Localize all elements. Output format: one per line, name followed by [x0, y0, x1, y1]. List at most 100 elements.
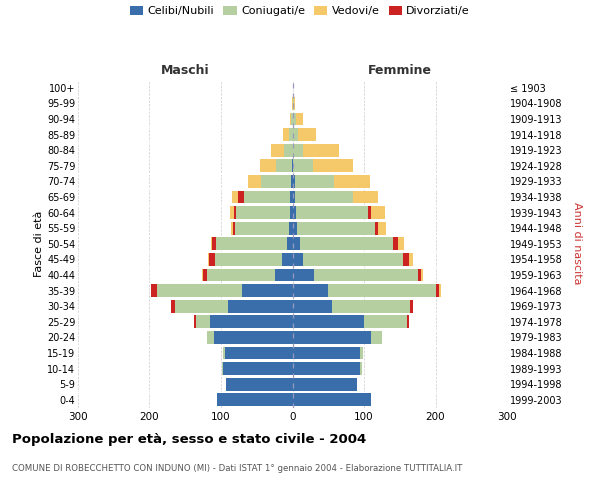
- Bar: [398, 238, 404, 250]
- Bar: [410, 300, 413, 312]
- Bar: [289, 222, 293, 234]
- Bar: [293, 222, 297, 234]
- Y-axis label: Fasce di età: Fasce di età: [34, 210, 44, 277]
- Bar: [334, 175, 370, 188]
- Bar: [203, 268, 206, 281]
- Bar: [368, 206, 371, 219]
- Bar: [361, 346, 362, 360]
- Bar: [291, 175, 293, 188]
- Bar: [238, 190, 244, 203]
- Bar: [296, 112, 303, 126]
- Bar: [242, 284, 293, 297]
- Text: Femmine: Femmine: [368, 64, 432, 77]
- Bar: [276, 160, 292, 172]
- Bar: [290, 112, 291, 126]
- Bar: [293, 128, 298, 141]
- Bar: [295, 175, 334, 188]
- Bar: [296, 206, 368, 219]
- Bar: [293, 316, 364, 328]
- Bar: [314, 268, 418, 281]
- Bar: [223, 362, 293, 375]
- Bar: [211, 238, 212, 250]
- Bar: [217, 394, 293, 406]
- Bar: [364, 316, 407, 328]
- Bar: [233, 222, 235, 234]
- Bar: [212, 238, 216, 250]
- Bar: [293, 160, 313, 172]
- Bar: [295, 190, 353, 203]
- Bar: [377, 222, 386, 234]
- Bar: [403, 253, 409, 266]
- Bar: [235, 222, 289, 234]
- Bar: [293, 378, 357, 390]
- Bar: [290, 190, 293, 203]
- Bar: [206, 331, 214, 344]
- Bar: [392, 238, 398, 250]
- Bar: [303, 253, 403, 266]
- Bar: [260, 160, 276, 172]
- Bar: [418, 268, 421, 281]
- Bar: [210, 316, 293, 328]
- Bar: [297, 222, 376, 234]
- Bar: [292, 160, 293, 172]
- Bar: [231, 222, 233, 234]
- Bar: [283, 128, 289, 141]
- Bar: [171, 300, 175, 312]
- Bar: [208, 253, 209, 266]
- Bar: [292, 97, 293, 110]
- Bar: [294, 97, 295, 110]
- Bar: [332, 300, 410, 312]
- Legend: Celibi/Nubili, Coniugati/e, Vedovi/e, Divorziati/e: Celibi/Nubili, Coniugati/e, Vedovi/e, Di…: [130, 6, 470, 16]
- Bar: [214, 331, 293, 344]
- Bar: [175, 300, 228, 312]
- Bar: [371, 331, 382, 344]
- Bar: [293, 300, 332, 312]
- Bar: [293, 175, 295, 188]
- Bar: [293, 112, 296, 126]
- Bar: [328, 284, 436, 297]
- Bar: [361, 362, 362, 375]
- Bar: [293, 206, 296, 219]
- Bar: [313, 160, 353, 172]
- Text: COMUNE DI ROBECCHETTO CON INDUNO (MI) - Dati ISTAT 1° gennaio 2004 - Elaborazion: COMUNE DI ROBECCHETTO CON INDUNO (MI) - …: [12, 464, 463, 473]
- Bar: [290, 206, 293, 219]
- Bar: [230, 206, 234, 219]
- Bar: [275, 268, 293, 281]
- Bar: [248, 175, 261, 188]
- Text: Popolazione per età, sesso e stato civile - 2004: Popolazione per età, sesso e stato civil…: [12, 432, 366, 446]
- Bar: [436, 284, 439, 297]
- Bar: [299, 238, 392, 250]
- Bar: [224, 346, 293, 360]
- Bar: [293, 331, 371, 344]
- Bar: [215, 253, 283, 266]
- Bar: [223, 346, 224, 360]
- Bar: [293, 238, 299, 250]
- Bar: [284, 144, 293, 156]
- Bar: [216, 238, 287, 250]
- Bar: [232, 190, 238, 203]
- Bar: [287, 238, 293, 250]
- Bar: [151, 284, 157, 297]
- Bar: [303, 144, 339, 156]
- Bar: [293, 362, 361, 375]
- Bar: [421, 268, 424, 281]
- Bar: [293, 284, 328, 297]
- Bar: [222, 362, 223, 375]
- Bar: [376, 222, 377, 234]
- Bar: [293, 190, 295, 203]
- Bar: [289, 128, 293, 141]
- Y-axis label: Anni di nascita: Anni di nascita: [572, 202, 582, 285]
- Text: Maschi: Maschi: [161, 64, 209, 77]
- Bar: [236, 206, 290, 219]
- Bar: [293, 253, 303, 266]
- Bar: [196, 316, 210, 328]
- Bar: [293, 144, 303, 156]
- Bar: [283, 253, 293, 266]
- Bar: [271, 144, 284, 156]
- Bar: [194, 316, 196, 328]
- Bar: [202, 268, 203, 281]
- Bar: [407, 316, 409, 328]
- Bar: [293, 268, 314, 281]
- Bar: [209, 253, 215, 266]
- Bar: [439, 284, 440, 297]
